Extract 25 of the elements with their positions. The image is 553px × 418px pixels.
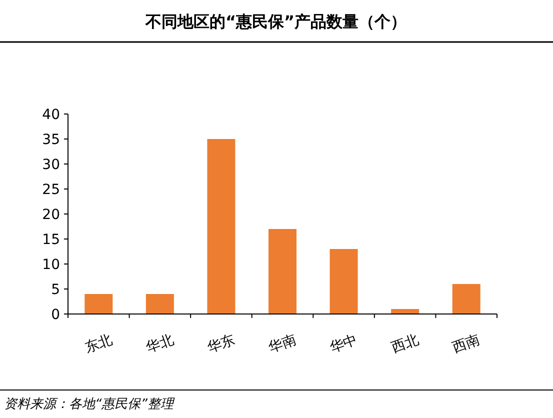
bar [452, 284, 480, 314]
x-tick-label: 西南 [450, 332, 482, 356]
y-tick-label: 0 [51, 307, 60, 323]
chart-title: 不同地区的“惠民保”产品数量（个） [144, 12, 407, 31]
y-tick-label: 20 [42, 207, 60, 223]
x-tick-label: 华北 [144, 332, 176, 356]
y-tick-label: 5 [51, 282, 60, 298]
y-tick-label: 15 [42, 232, 60, 248]
bar [330, 249, 358, 314]
y-tick-label: 40 [42, 107, 60, 123]
text: 资料来源：各地“惠民保”整理 [4, 397, 176, 412]
x-tick-label: 华东 [205, 332, 238, 356]
bar [84, 294, 113, 314]
x-tick-label: 东北 [82, 332, 115, 356]
bar [391, 309, 420, 314]
y-tick-label: 35 [42, 132, 60, 148]
bar [207, 139, 236, 314]
x-tick-label: 西北 [389, 332, 421, 356]
x-tick-label: 华南 [266, 332, 298, 356]
y-tick-label: 30 [42, 157, 60, 173]
bar [146, 294, 174, 314]
bar [268, 229, 296, 314]
y-tick-label: 10 [42, 257, 60, 273]
y-tick-label: 25 [42, 182, 60, 198]
x-tick-label: 华中 [328, 332, 360, 356]
